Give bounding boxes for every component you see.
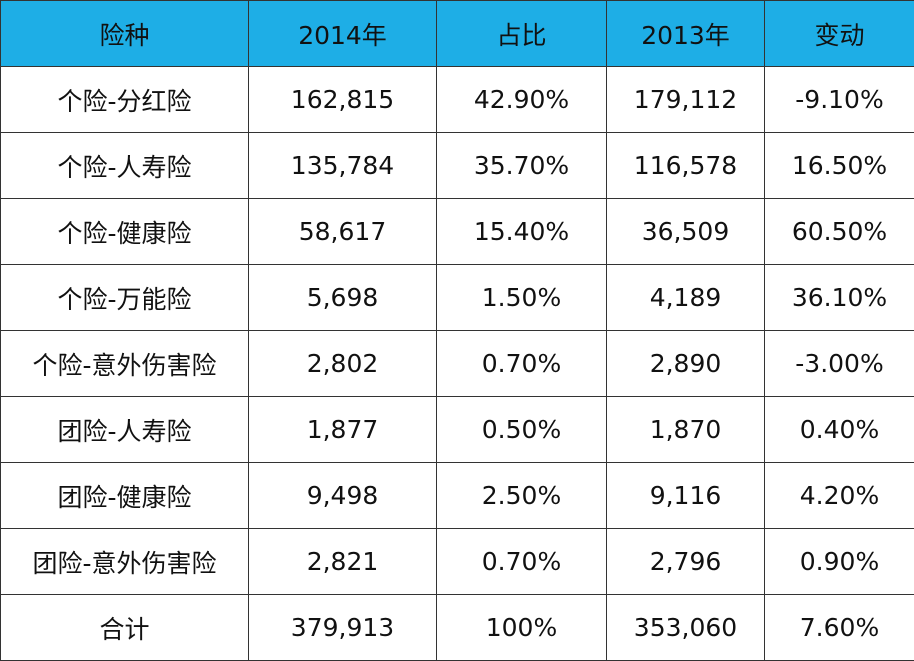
header-row: 险种 2014年 占比 2013年 变动	[0, 0, 914, 67]
header-cell: 占比	[436, 0, 607, 67]
table-cell: 2,890	[606, 330, 765, 397]
table-row: 个险-健康险 58,617 15.40% 36,509 60.50%	[0, 198, 914, 265]
table-cell: 0.90%	[764, 528, 914, 595]
table-cell: 1,870	[606, 396, 765, 463]
table-cell: 135,784	[248, 132, 437, 199]
table-row: 合计 379,913 100% 353,060 7.60%	[0, 594, 914, 661]
table-cell: 58,617	[248, 198, 437, 265]
header-cell: 险种	[0, 0, 249, 67]
table-cell: 2,796	[606, 528, 765, 595]
table-cell: 0.40%	[764, 396, 914, 463]
table-row: 团险-健康险 9,498 2.50% 9,116 4.20%	[0, 462, 914, 529]
table-cell: 162,815	[248, 66, 437, 133]
table-cell: 9,116	[606, 462, 765, 529]
table-cell: 0.70%	[436, 528, 607, 595]
table-cell: 16.50%	[764, 132, 914, 199]
table-row: 个险-分红险 162,815 42.90% 179,112 -9.10%	[0, 66, 914, 133]
table-cell: -3.00%	[764, 330, 914, 397]
table-cell: 42.90%	[436, 66, 607, 133]
table-cell: 15.40%	[436, 198, 607, 265]
table-cell: 个险-人寿险	[0, 132, 249, 199]
table-cell: 0.70%	[436, 330, 607, 397]
table-cell: 合计	[0, 594, 249, 661]
table-cell: 个险-健康险	[0, 198, 249, 265]
table-cell: 7.60%	[764, 594, 914, 661]
table-row: 个险-意外伤害险 2,802 0.70% 2,890 -3.00%	[0, 330, 914, 397]
table-cell: 116,578	[606, 132, 765, 199]
table-cell: 团险-人寿险	[0, 396, 249, 463]
table-cell: 60.50%	[764, 198, 914, 265]
table-row: 团险-人寿险 1,877 0.50% 1,870 0.40%	[0, 396, 914, 463]
table-cell: 2,802	[248, 330, 437, 397]
table-cell: 9,498	[248, 462, 437, 529]
header-cell: 2013年	[606, 0, 765, 67]
table-cell: 1,877	[248, 396, 437, 463]
header-cell: 变动	[764, 0, 914, 67]
table-cell: 35.70%	[436, 132, 607, 199]
table-cell: 36,509	[606, 198, 765, 265]
table-cell: 个险-意外伤害险	[0, 330, 249, 397]
table-cell: 0.50%	[436, 396, 607, 463]
table-cell: 179,112	[606, 66, 765, 133]
table-cell: 团险-意外伤害险	[0, 528, 249, 595]
table-cell: 5,698	[248, 264, 437, 331]
table-row: 团险-意外伤害险 2,821 0.70% 2,796 0.90%	[0, 528, 914, 595]
table-row: 个险-万能险 5,698 1.50% 4,189 36.10%	[0, 264, 914, 331]
table-row: 个险-人寿险 135,784 35.70% 116,578 16.50%	[0, 132, 914, 199]
table-cell: 4.20%	[764, 462, 914, 529]
table-cell: 100%	[436, 594, 607, 661]
table-cell: 2,821	[248, 528, 437, 595]
table-body: 个险-分红险 162,815 42.90% 179,112 -9.10% 个险-人寿险 13…	[0, 66, 914, 661]
table-cell: 个险-分红险	[0, 66, 249, 133]
table-cell: 个险-万能险	[0, 264, 249, 331]
table-cell: 36.10%	[764, 264, 914, 331]
table-cell: 团险-健康险	[0, 462, 249, 529]
table-cell: 4,189	[606, 264, 765, 331]
table-cell: 1.50%	[436, 264, 607, 331]
table-cell: 2.50%	[436, 462, 607, 529]
table-cell: 353,060	[606, 594, 765, 661]
table-cell: -9.10%	[764, 66, 914, 133]
header-cell: 2014年	[248, 0, 437, 67]
table-cell: 379,913	[248, 594, 437, 661]
